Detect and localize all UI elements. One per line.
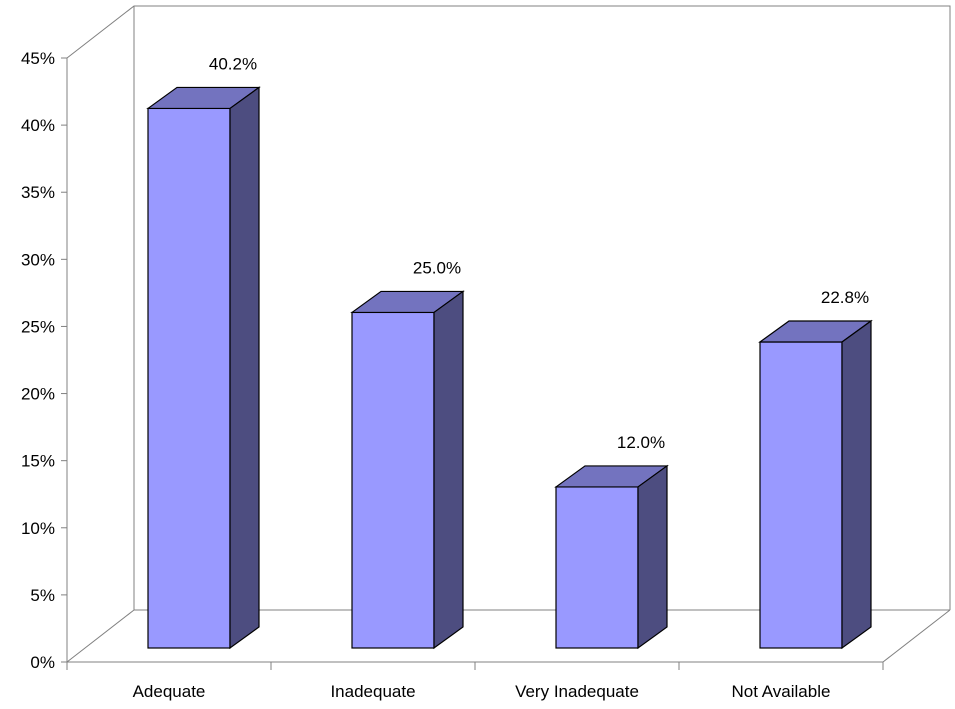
bar <box>554 464 669 650</box>
floor-right-edge <box>882 609 951 663</box>
bar <box>350 290 465 650</box>
y-tick-label: 45% <box>21 49 55 68</box>
bar-front <box>147 107 231 649</box>
x-tick-label: Very Inadequate <box>515 682 639 701</box>
y-tick-label: 20% <box>21 385 55 404</box>
data-labels: 40.2% 25.0% 12.0% 22.8% <box>209 54 869 452</box>
y-axis: 0% 5% 10% 15% 20% 25% 30% 35% 40% 45% <box>21 49 68 672</box>
data-label: 12.0% <box>617 433 665 452</box>
bar-side <box>637 464 668 650</box>
back-wall-outline <box>66 5 951 610</box>
y-tick-label: 35% <box>21 183 55 202</box>
floor-left-edge <box>66 609 135 663</box>
bar <box>758 319 873 650</box>
data-label: 22.8% <box>821 288 869 307</box>
bar-side <box>433 290 464 650</box>
x-tick-label: Adequate <box>133 682 206 701</box>
x-axis: Adequate Inadequate Very Inadequate Not Ava… <box>66 661 884 701</box>
data-label: 25.0% <box>413 258 461 277</box>
y-tick-label: 40% <box>21 116 55 135</box>
y-tick-label: 5% <box>30 586 55 605</box>
chart-walls <box>66 5 951 663</box>
y-tick-label: 30% <box>21 250 55 269</box>
bar-front <box>759 341 843 649</box>
bar-series <box>146 86 873 650</box>
x-tick-label: Inadequate <box>330 682 415 701</box>
x-tick-label: Not Available <box>732 682 831 701</box>
bar-side <box>841 319 872 650</box>
bar-side <box>229 86 260 650</box>
bar-front <box>351 311 435 649</box>
data-label: 40.2% <box>209 54 257 73</box>
bar <box>146 86 261 650</box>
y-tick-label: 0% <box>30 653 55 672</box>
y-tick-label: 10% <box>21 519 55 538</box>
bar-front <box>555 486 639 649</box>
y-tick-label: 25% <box>21 317 55 336</box>
y-tick-label: 15% <box>21 452 55 471</box>
